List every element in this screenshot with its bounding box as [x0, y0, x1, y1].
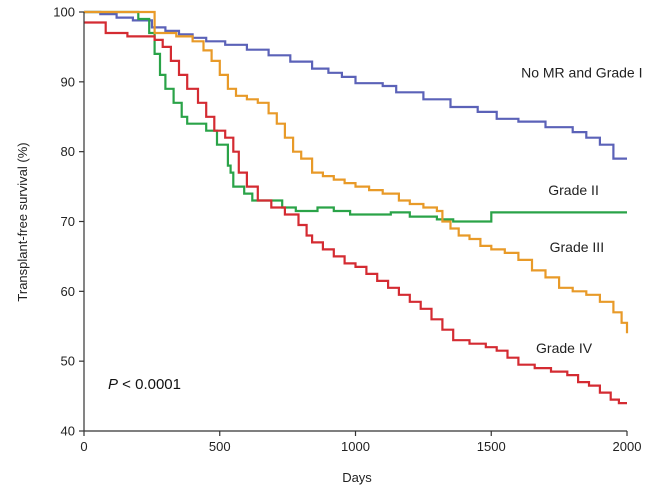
series-line-grade-iii	[84, 10, 629, 334]
series-label-grade-ii: Grade II	[548, 182, 599, 198]
p-value-text: < 0.0001	[118, 376, 181, 393]
series-label-grade-iii: Grade III	[550, 239, 604, 255]
p-value-annotation: P < 0.0001	[108, 376, 181, 393]
series-line-no-mr-and-grade-i	[84, 10, 627, 160]
series-line-grade-ii	[84, 10, 627, 223]
x-tick-label: 1500	[477, 439, 506, 454]
series-labels: No MR and Grade I Grade II Grade III Grade …	[521, 65, 642, 356]
x-tick-label: 500	[209, 439, 231, 454]
y-tick-label: 70	[61, 214, 75, 229]
x-tick-label: 1000	[341, 439, 370, 454]
y-tick-label: 100	[53, 5, 75, 20]
y-tick-label: 80	[61, 144, 75, 159]
y-axis-title: Transplant-free survival (%)	[15, 142, 30, 301]
y-tick-label: 50	[61, 354, 75, 369]
y-tick-label: 40	[61, 424, 75, 439]
y-tick-label: 90	[61, 74, 75, 89]
series-lines	[84, 10, 629, 405]
y-tick-label: 60	[61, 284, 75, 299]
x-axis-title: Days	[342, 470, 372, 485]
series-line-grade-iv	[84, 21, 627, 405]
x-tick-label: 2000	[613, 439, 642, 454]
x-tick-label: 0	[80, 439, 87, 454]
series-label-no-mr-and-grade-i: No MR and Grade I	[521, 65, 642, 81]
series-label-grade-iv: Grade IV	[536, 340, 593, 356]
p-value-symbol: P	[108, 376, 118, 393]
